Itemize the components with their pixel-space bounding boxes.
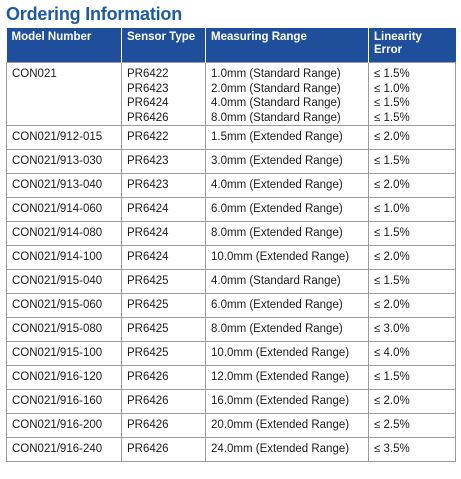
table-row: CON021/916-160 PR6426 16.0mm (Extended Ran…: [6, 389, 456, 414]
table-cell: CON021: [6, 62, 122, 126]
column-header: Linearity Error: [368, 28, 456, 63]
table-row: CON021/913-030 PR6423 3.0mm (Extended Rang…: [6, 149, 456, 174]
cell-line: PR6426: [127, 111, 169, 124]
table-cell: ≤ 1.0%: [368, 197, 456, 222]
table-cell: PR6426: [121, 413, 206, 438]
header-row: Model Number Sensor Type Measuring Range Li…: [6, 28, 456, 63]
table-row: CON021 PR6422 PR6423 PR6424 PR6426 1.0mm (Sta…: [6, 62, 456, 126]
table-cell: CON021/914-080: [6, 221, 122, 246]
table-cell: ≤ 1.5%: [368, 149, 456, 174]
table-cell: ≤ 2.5%: [368, 413, 456, 438]
table-body: CON021 PR6422 PR6423 PR6424 PR6426 1.0mm (Sta…: [6, 62, 456, 462]
cell-line: 2.0mm (Standard Range): [211, 82, 341, 95]
table-cell: CON021/916-240: [6, 437, 122, 462]
table-cell: PR6426: [121, 437, 206, 462]
table-cell: 1.0mm (Standard Range) 2.0mm (Standard Ra…: [205, 62, 369, 126]
column-header: Model Number: [6, 28, 122, 63]
table-row: CON021/915-080 PR6425 8.0mm (Extended Rang…: [6, 317, 456, 342]
table-cell: CON021/912-015: [6, 125, 122, 150]
table-cell: PR6425: [121, 269, 206, 294]
cell-line: PR6423: [127, 82, 169, 95]
cell-line: ≤ 1.0%: [374, 82, 410, 95]
table-cell: PR6425: [121, 341, 206, 366]
table-cell: PR6422 PR6423 PR6424 PR6426: [121, 62, 206, 126]
table-cell: 10.0mm (Extended Range): [205, 245, 369, 270]
table-cell: ≤ 2.0%: [368, 293, 456, 318]
table-row: CON021/915-100 PR6425 10.0mm (Extended Ran…: [6, 341, 456, 366]
table-cell: PR6423: [121, 173, 206, 198]
table-cell: CON021/916-120: [6, 365, 122, 390]
table-cell: 4.0mm (Extended Range): [205, 173, 369, 198]
cell-line: PR6422: [127, 68, 169, 80]
table-row: CON021/914-100 PR6424 10.0mm (Extended Ran…: [6, 245, 456, 270]
table-cell: 6.0mm (Extended Range): [205, 293, 369, 318]
table-cell: ≤ 2.0%: [368, 389, 456, 414]
table-cell: PR6426: [121, 389, 206, 414]
table-cell: 16.0mm (Extended Range): [205, 389, 369, 414]
cell-line: 1.0mm (Standard Range): [211, 68, 341, 80]
table-row: CON021/915-040 PR6425 4.0mm (Standard Rang…: [6, 269, 456, 294]
table-cell: 8.0mm (Extended Range): [205, 317, 369, 342]
table-row: CON021/913-040 PR6423 4.0mm (Extended Rang…: [6, 173, 456, 198]
cell-line: 8.0mm (Standard Range): [211, 111, 341, 124]
table-cell: PR6423: [121, 149, 206, 174]
table-row: CON021/916-240 PR6426 24.0mm (Extended Ran…: [6, 437, 456, 462]
table-cell: 24.0mm (Extended Range): [205, 437, 369, 462]
table-cell: PR6424: [121, 245, 206, 270]
cell-line: 4.0mm (Standard Range): [211, 97, 341, 109]
table-cell: CON021/915-060: [6, 293, 122, 318]
table-cell: CON021/913-030: [6, 149, 122, 174]
table-cell: CON021/913-040: [6, 173, 122, 198]
column-header: Measuring Range: [205, 28, 369, 63]
column-header: Sensor Type: [121, 28, 206, 63]
table-cell: PR6425: [121, 317, 206, 342]
table-row: CON021/916-120 PR6426 12.0mm (Extended Ran…: [6, 365, 456, 390]
table-row: CON021/915-060 PR6425 6.0mm (Extended Rang…: [6, 293, 456, 318]
table-cell: ≤ 3.5%: [368, 437, 456, 462]
table-cell: 3.0mm (Extended Range): [205, 149, 369, 174]
table-cell: PR6425: [121, 293, 206, 318]
title: Ordering Information: [6, 4, 183, 24]
cell-line: ≤ 1.5%: [374, 68, 410, 80]
table-cell: CON021/914-060: [6, 197, 122, 222]
table-cell: ≤ 3.0%: [368, 317, 456, 342]
table-cell: PR6422: [121, 125, 206, 150]
cell-line: ≤ 1.5%: [374, 111, 410, 124]
table-cell: 12.0mm (Extended Range): [205, 365, 369, 390]
table-cell: PR6424: [121, 197, 206, 222]
table-cell: PR6424: [121, 221, 206, 246]
table-cell: 4.0mm (Standard Range): [205, 269, 369, 294]
table-cell: 10.0mm (Extended Range): [205, 341, 369, 366]
table-cell: ≤ 2.0%: [368, 173, 456, 198]
table-cell: 8.0mm (Extended Range): [205, 221, 369, 246]
table-row: CON021/912-015 PR6422 1.5mm (Extended Rang…: [6, 125, 456, 150]
table-cell: CON021/915-100: [6, 341, 122, 366]
table-row: CON021/916-200 PR6426 20.0mm (Extended Ran…: [6, 413, 456, 438]
cell-line: PR6424: [127, 97, 169, 109]
cell-line: ≤ 1.5%: [374, 97, 410, 109]
table-row: CON021/914-080 PR6424 8.0mm (Extended Rang…: [6, 221, 456, 246]
table-cell: ≤ 1.5%: [368, 221, 456, 246]
table-cell: ≤ 1.5%: [368, 365, 456, 390]
table-cell: 6.0mm (Extended Range): [205, 197, 369, 222]
table-cell: ≤ 2.0%: [368, 125, 456, 150]
table-cell: ≤ 2.0%: [368, 245, 456, 270]
table-cell: CON021/914-100: [6, 245, 122, 270]
table-cell: ≤ 4.0%: [368, 341, 456, 366]
table-cell: CON021/916-200: [6, 413, 122, 438]
table-row: CON021/914-060 PR6424 6.0mm (Extended Rang…: [6, 197, 456, 222]
table-cell: ≤ 1.5% ≤ 1.0% ≤ 1.5% ≤ 1.5%: [368, 62, 456, 126]
ordering-table: Model Number Sensor Type Measuring Range Li…: [6, 28, 456, 462]
table-cell: CON021/916-160: [6, 389, 122, 414]
table-cell: PR6426: [121, 365, 206, 390]
table-cell: 20.0mm (Extended Range): [205, 413, 369, 438]
table-cell: ≤ 1.5%: [368, 269, 456, 294]
table-cell: CON021/915-080: [6, 317, 122, 342]
table-cell: CON021/915-040: [6, 269, 122, 294]
table-cell: 1.5mm (Extended Range): [205, 125, 369, 150]
